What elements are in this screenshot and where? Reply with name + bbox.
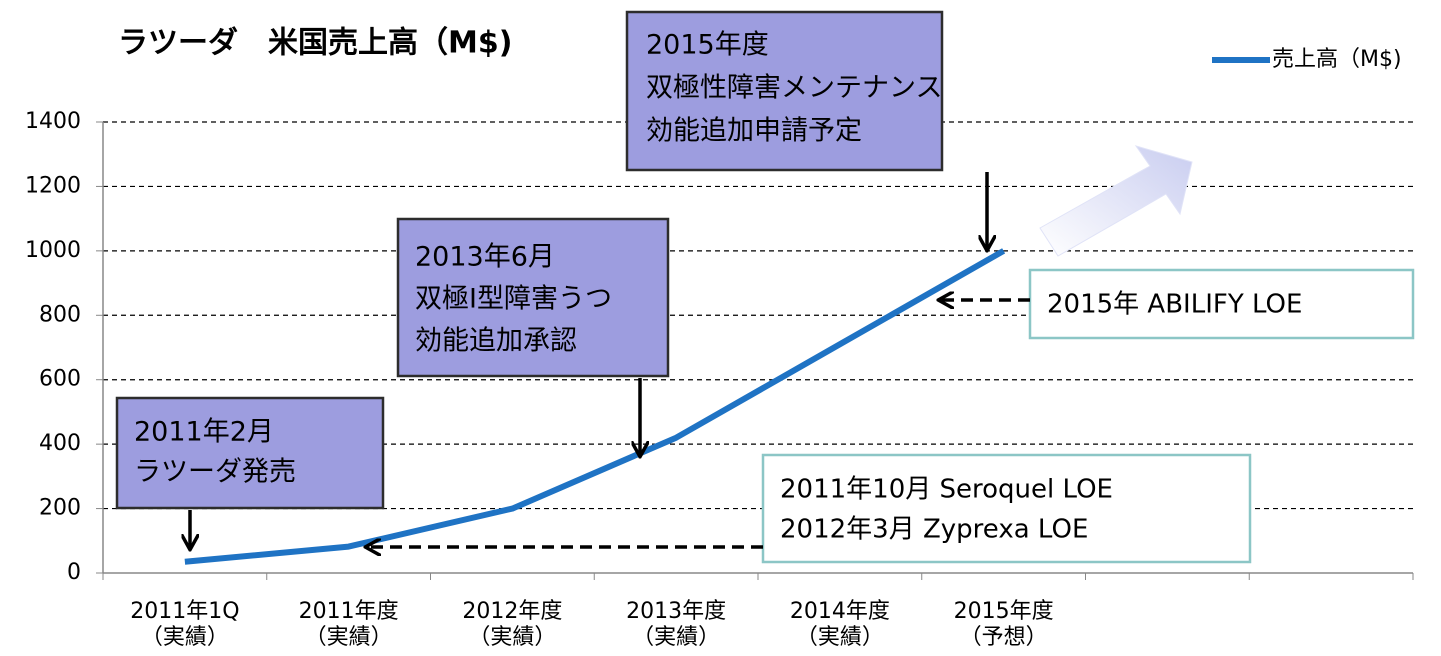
annotation-text: ラツーダ発売: [134, 457, 296, 488]
x-tick-label: 2015年度: [954, 599, 1054, 624]
x-tick-label: 2011年1Q: [130, 599, 239, 624]
y-tick-label: 1400: [25, 109, 81, 134]
x-tick-label: 2012年度: [462, 599, 562, 624]
series-line: [184, 248, 1006, 565]
annotation-box: [761, 453, 1252, 564]
legend-label: 売上高（M$): [1272, 47, 1402, 72]
x-tick-label: （実績）: [468, 625, 556, 650]
annotation-text: 2013年6月: [415, 242, 555, 273]
y-tick-label: 800: [39, 302, 81, 327]
annotation-text: 2015年 ABILIFY LOE: [1047, 290, 1302, 320]
x-tick-label: 2013年度: [626, 599, 726, 624]
x-tick-label: 2014年度: [790, 599, 890, 624]
y-tick-label: 1000: [25, 238, 81, 263]
x-tick-label: 2011年度: [299, 599, 399, 624]
annotation-text: 効能追加承認: [415, 326, 577, 357]
trend-arrow: [1039, 145, 1193, 257]
annotation-text: 双極Ⅰ型障害うつ: [415, 284, 612, 315]
x-tick-label: （実績）: [141, 625, 229, 650]
y-tick-label: 0: [67, 560, 81, 585]
annotation-text: 2012年3月 Zyprexa LOE: [780, 515, 1088, 545]
x-tick-label: （実績）: [305, 625, 393, 650]
y-tick-label: 600: [39, 367, 81, 392]
annotation-text: 2011年10月 Seroquel LOE: [780, 475, 1113, 505]
x-tick-label: （実績）: [632, 625, 720, 650]
x-tick-label: （予想）: [960, 625, 1048, 650]
x-tick-label: （実績）: [796, 625, 884, 650]
chart-title: ラツーダ 米国売上高（M$): [118, 26, 512, 61]
y-tick-label: 1200: [25, 173, 81, 198]
y-tick-label: 400: [39, 431, 81, 456]
annotation-box: [115, 396, 385, 510]
annotation-box: [1028, 268, 1415, 340]
annotation-text: 2015年度: [646, 30, 769, 61]
annotation-box: [625, 10, 944, 172]
annotation-text: 2011年2月: [134, 417, 274, 448]
annotation-text: 双極性障害メンテナンス: [646, 73, 942, 104]
annotation-text: 効能追加申請予定: [646, 116, 862, 147]
annotation-box: [396, 217, 670, 378]
y-tick-label: 200: [39, 496, 81, 521]
